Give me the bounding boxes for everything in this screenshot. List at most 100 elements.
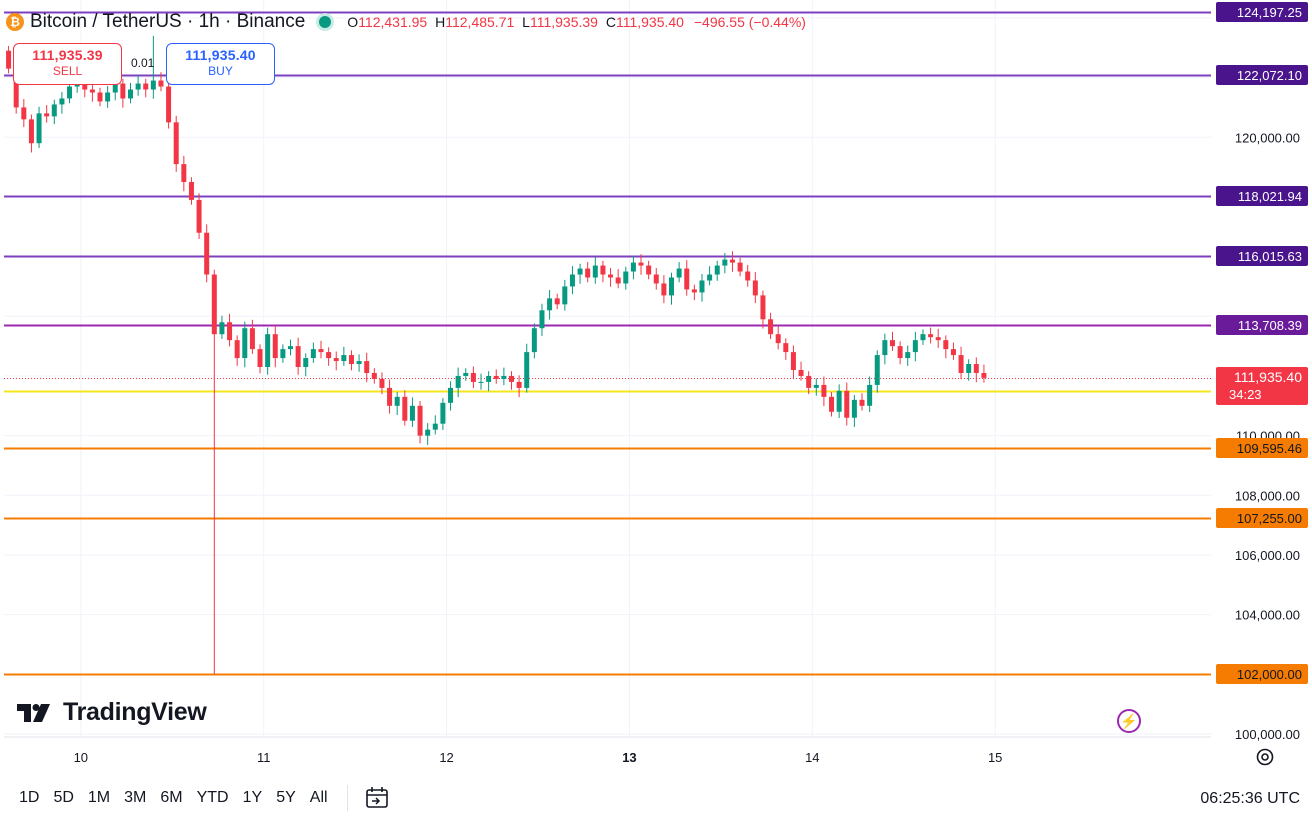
- candle-body[interactable]: [798, 369, 804, 376]
- candle-body[interactable]: [547, 298, 553, 311]
- candle-body[interactable]: [348, 355, 354, 365]
- market-status-icon[interactable]: [319, 16, 332, 28]
- candle-body[interactable]: [897, 346, 903, 359]
- candle-body[interactable]: [463, 372, 469, 376]
- candle-body[interactable]: [440, 402, 446, 424]
- candle-body[interactable]: [813, 384, 819, 388]
- candle-body[interactable]: [486, 375, 492, 382]
- level-price-label-bg[interactable]: [1216, 438, 1308, 458]
- candle-body[interactable]: [531, 328, 537, 353]
- candle-body[interactable]: [592, 265, 598, 278]
- candle-body[interactable]: [569, 274, 575, 287]
- candle-body[interactable]: [653, 274, 659, 284]
- lightning-icon[interactable]: ⚡: [1117, 709, 1141, 733]
- candle-body[interactable]: [318, 349, 324, 353]
- candle-body[interactable]: [973, 364, 979, 373]
- candle-body[interactable]: [280, 349, 286, 359]
- candle-body[interactable]: [950, 349, 956, 356]
- candle-body[interactable]: [448, 387, 454, 403]
- candle-body[interactable]: [379, 378, 385, 388]
- candle-body[interactable]: [806, 375, 812, 388]
- candle-body[interactable]: [173, 122, 179, 165]
- candle-body[interactable]: [775, 334, 781, 344]
- candle-body[interactable]: [158, 80, 164, 87]
- candle-body[interactable]: [745, 271, 751, 281]
- candle-body[interactable]: [394, 396, 400, 406]
- candle-body[interactable]: [699, 280, 705, 293]
- candle-body[interactable]: [615, 277, 621, 284]
- sell-button[interactable]: 111,935.39 SELL: [13, 43, 122, 85]
- candle-body[interactable]: [402, 396, 408, 421]
- candle-body[interactable]: [928, 334, 934, 338]
- candle-body[interactable]: [905, 352, 911, 359]
- calendar-goto-icon[interactable]: [364, 785, 390, 811]
- range-button-5y[interactable]: 5Y: [276, 789, 296, 806]
- candle-body[interactable]: [234, 340, 240, 359]
- candle-body[interactable]: [608, 274, 614, 278]
- candle-body[interactable]: [310, 349, 316, 359]
- candle-body[interactable]: [28, 119, 34, 144]
- level-price-label-bg[interactable]: [1216, 65, 1308, 85]
- candle-body[interactable]: [21, 107, 27, 120]
- candle-body[interactable]: [51, 104, 57, 117]
- candle-body[interactable]: [867, 384, 873, 406]
- candle-body[interactable]: [554, 298, 560, 305]
- candle-body[interactable]: [646, 265, 652, 275]
- candle-body[interactable]: [211, 274, 217, 335]
- candle-body[interactable]: [295, 346, 301, 368]
- candle-body[interactable]: [341, 355, 347, 362]
- candle-body[interactable]: [630, 262, 636, 272]
- candle-body[interactable]: [204, 232, 210, 275]
- candle-body[interactable]: [981, 372, 987, 378]
- candle-body[interactable]: [470, 372, 476, 382]
- candle-body[interactable]: [676, 268, 682, 278]
- candle-body[interactable]: [539, 310, 545, 329]
- candle-body[interactable]: [562, 286, 568, 305]
- candle-body[interactable]: [920, 334, 926, 341]
- candle-body[interactable]: [623, 271, 629, 284]
- candle-body[interactable]: [752, 280, 758, 296]
- level-price-label-bg[interactable]: [1216, 246, 1308, 266]
- time-axis[interactable]: 10 11 12 13 14 15: [74, 750, 1003, 765]
- candle-body[interactable]: [143, 83, 149, 90]
- candle-body[interactable]: [501, 375, 507, 379]
- candle-body[interactable]: [67, 86, 73, 99]
- candle-body[interactable]: [196, 199, 202, 233]
- candle-body[interactable]: [958, 355, 964, 373]
- candle-body[interactable]: [36, 113, 42, 144]
- candle-body[interactable]: [303, 358, 309, 368]
- candle-body[interactable]: [127, 89, 133, 99]
- candle-body[interactable]: [585, 268, 591, 278]
- candle-body[interactable]: [333, 358, 339, 362]
- candle-body[interactable]: [59, 98, 65, 105]
- candle-body[interactable]: [524, 352, 530, 388]
- candle-body[interactable]: [265, 334, 271, 368]
- level-price-label-bg[interactable]: [1216, 664, 1308, 684]
- candle-body[interactable]: [82, 80, 88, 90]
- candle-body[interactable]: [257, 349, 263, 368]
- candle-body[interactable]: [516, 381, 522, 388]
- candle-body[interactable]: [943, 340, 949, 350]
- candle-body[interactable]: [417, 405, 423, 436]
- candle-body[interactable]: [409, 405, 415, 421]
- candle-body[interactable]: [150, 80, 156, 90]
- range-button-5d[interactable]: 5D: [53, 789, 74, 806]
- candle-body[interactable]: [242, 328, 248, 359]
- candle-body[interactable]: [737, 262, 743, 272]
- candle-body[interactable]: [783, 343, 789, 353]
- candle-body[interactable]: [181, 164, 187, 183]
- candle-body[interactable]: [120, 83, 126, 99]
- range-button-1d[interactable]: 1D: [19, 789, 40, 806]
- candle-body[interactable]: [707, 274, 713, 281]
- candle-body[interactable]: [493, 375, 499, 379]
- level-price-label-bg[interactable]: [1216, 508, 1308, 528]
- candle-body[interactable]: [425, 429, 431, 436]
- candle-body[interactable]: [227, 322, 233, 341]
- candle-body[interactable]: [768, 319, 774, 335]
- quantity-value[interactable]: 0.01: [131, 56, 155, 70]
- candle-body[interactable]: [112, 83, 118, 93]
- candle-body[interactable]: [661, 283, 667, 296]
- candle-body[interactable]: [851, 399, 857, 418]
- candle-body[interactable]: [714, 265, 720, 275]
- candle-body[interactable]: [882, 340, 888, 356]
